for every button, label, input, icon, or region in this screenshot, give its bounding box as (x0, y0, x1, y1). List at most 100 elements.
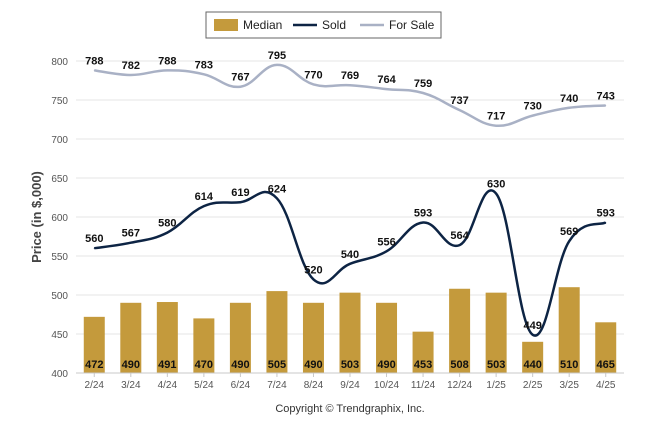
data-label-for-sale: 770 (304, 69, 322, 81)
point-for-sale (130, 74, 132, 76)
point-sold (166, 232, 168, 234)
legend: Median Sold For Sale (205, 11, 442, 39)
x-tick-label: 2/24 (85, 380, 105, 391)
data-label-sold: 593 (414, 207, 432, 219)
bar-value-label: 440 (523, 359, 541, 371)
axis-layer: 400 450 500 550 600 650 700 750 800 2/24 3/24 4/24 5… (51, 57, 624, 391)
y-tick-label: 600 (51, 213, 68, 224)
bar-median (376, 302, 398, 373)
point-sold (239, 201, 241, 203)
line-layer (93, 63, 607, 337)
point-sold (276, 197, 278, 199)
y-tick-label: 650 (51, 174, 68, 185)
bar-median (449, 288, 471, 373)
x-tick-label: 5/24 (194, 380, 214, 391)
bar-median (595, 322, 617, 373)
point-for-sale (239, 86, 241, 88)
data-label-sold: 449 (523, 320, 541, 332)
bar-median (229, 302, 251, 373)
data-label-sold: 540 (341, 249, 359, 261)
y-tick-label: 550 (51, 252, 68, 263)
data-label-sold: 556 (377, 236, 395, 248)
data-label-sold: 560 (85, 233, 103, 245)
data-label-for-sale: 783 (195, 59, 213, 71)
x-tick-label: 3/24 (121, 380, 141, 391)
data-label-sold: 619 (231, 187, 249, 199)
data-label-sold: 624 (268, 183, 287, 195)
data-label-for-sale: 743 (597, 90, 615, 102)
x-tick-label: 10/24 (374, 380, 399, 391)
bar-value-label: 465 (597, 359, 615, 371)
point-sold (495, 193, 497, 195)
point-for-sale (93, 69, 95, 71)
data-label-sold: 564 (450, 230, 469, 242)
data-label-sold: 593 (597, 207, 615, 219)
point-sold (386, 250, 388, 252)
bar-value-label: 453 (414, 359, 432, 371)
legend-label-sold: Sold (322, 18, 346, 32)
point-sold (605, 221, 607, 223)
point-sold (349, 263, 351, 265)
bar-value-label: 510 (560, 359, 578, 371)
bar-value-label: 490 (377, 359, 395, 371)
bar-value-label: 490 (231, 359, 249, 371)
bar-median (339, 292, 361, 373)
bar-median (558, 287, 580, 373)
y-tick-label: 400 (51, 369, 68, 380)
bar-median (193, 318, 215, 373)
point-for-sale (422, 92, 424, 94)
bar-value-label: 505 (268, 359, 286, 371)
point-for-sale (495, 125, 497, 127)
bar-median (266, 291, 288, 373)
bar-median (485, 292, 507, 373)
point-for-sale (349, 84, 351, 86)
data-label-for-sale: 767 (231, 72, 249, 84)
point-for-sale (605, 104, 607, 106)
bar-value-label: 503 (487, 359, 505, 371)
bar-median (522, 341, 544, 373)
bar-value-label: 490 (304, 359, 322, 371)
point-for-sale (166, 69, 168, 71)
point-for-sale (459, 109, 461, 111)
x-tick-label: 3/25 (559, 380, 579, 391)
point-sold (568, 240, 570, 242)
x-tick-label: 1/25 (486, 380, 506, 391)
y-tick-label: 800 (51, 57, 68, 68)
data-label-sold: 630 (487, 179, 505, 191)
data-label-for-sale: 788 (85, 55, 103, 67)
x-tick-label: 4/24 (158, 380, 178, 391)
data-label-for-sale: 795 (268, 50, 286, 62)
data-label-for-sale: 759 (414, 78, 432, 90)
data-label-for-sale: 782 (122, 60, 140, 72)
bar-layer (83, 287, 617, 373)
point-sold (422, 221, 424, 223)
point-sold (93, 247, 95, 249)
y-tick-label: 750 (51, 96, 68, 107)
x-tick-label: 9/24 (340, 380, 360, 391)
bar-median (302, 302, 324, 373)
x-tick-label: 8/24 (304, 380, 324, 391)
legend-label-for-sale: For Sale (389, 18, 435, 32)
data-label-sold: 614 (195, 191, 214, 203)
y-tick-label: 450 (51, 330, 68, 341)
data-label-for-sale: 717 (487, 111, 505, 123)
bar-value-label: 503 (341, 359, 359, 371)
data-label-sold: 569 (560, 226, 578, 238)
bar-value-label: 470 (195, 359, 213, 371)
data-label-for-sale: 737 (450, 95, 468, 107)
data-label-sold: 567 (122, 228, 140, 240)
data-label-for-sale: 764 (377, 74, 396, 86)
bar-median (412, 331, 434, 373)
data-label-for-sale: 740 (560, 93, 578, 105)
point-for-sale (568, 107, 570, 109)
label-layer: 472 490 491 470 490 505 490 503 490 453 508 503 440 5… (85, 50, 615, 371)
point-for-sale (386, 88, 388, 90)
point-sold (312, 278, 314, 280)
bar-median (83, 316, 105, 373)
point-for-sale (312, 83, 314, 85)
bar-median (156, 302, 178, 373)
bar-value-label: 472 (85, 359, 103, 371)
bar-median (120, 302, 142, 373)
legend-label-median: Median (243, 18, 282, 32)
